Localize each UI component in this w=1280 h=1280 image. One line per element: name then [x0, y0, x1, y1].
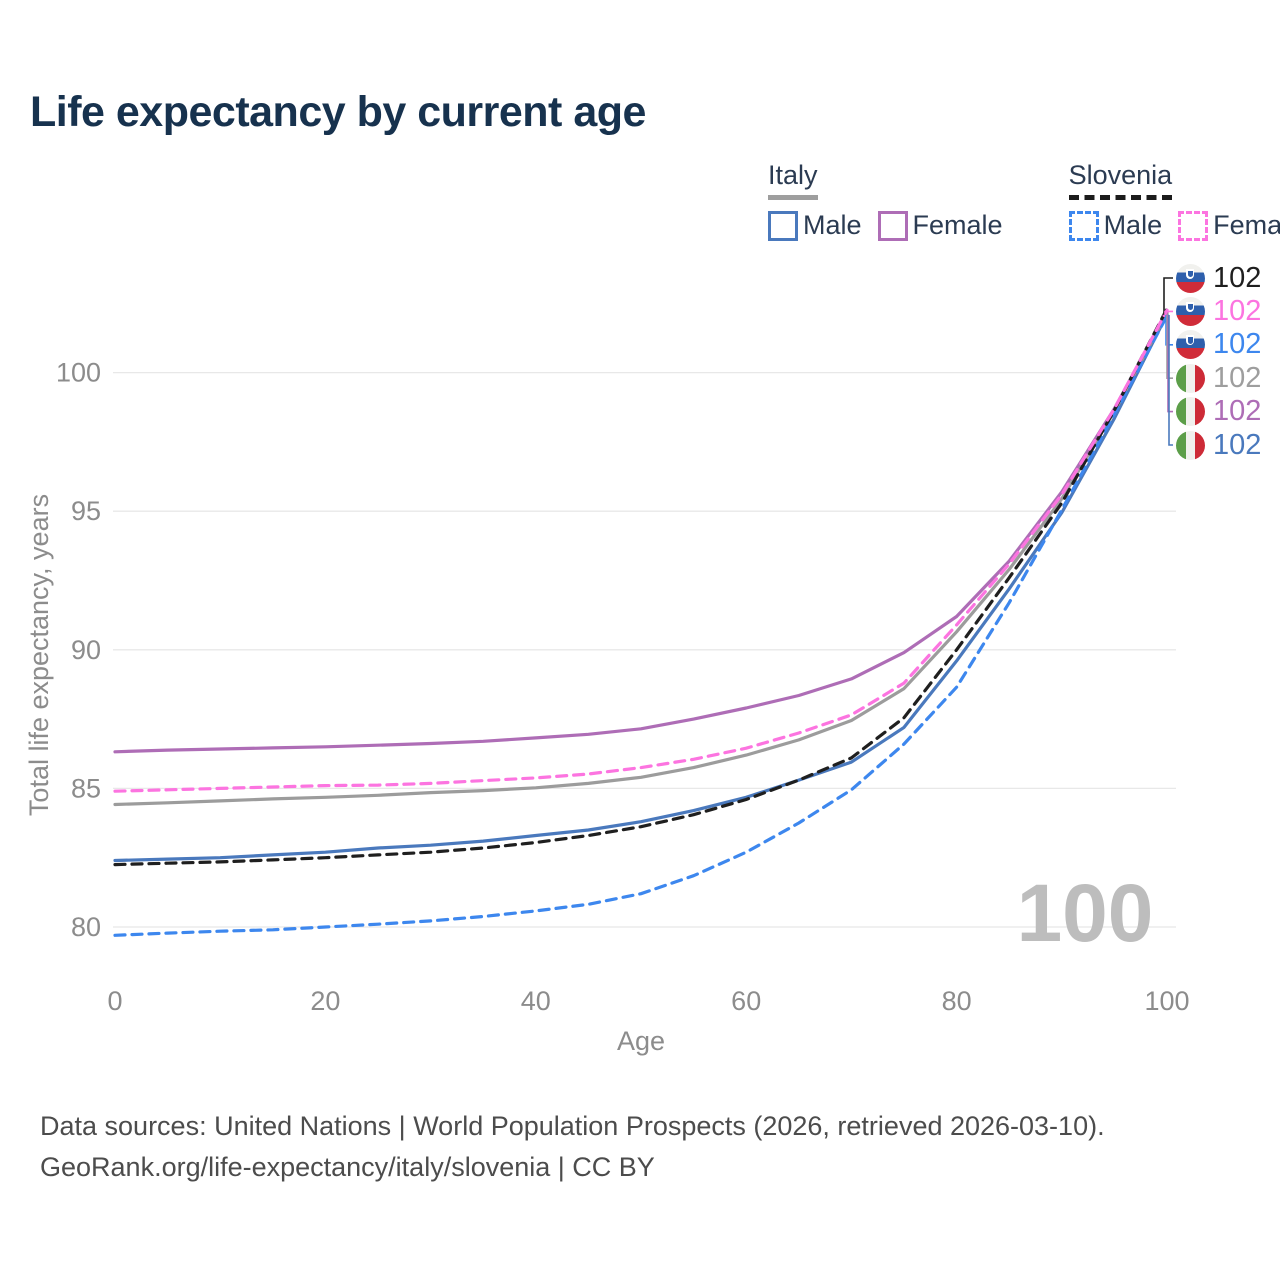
age-watermark: 100 — [1017, 868, 1154, 959]
y-axis-title: Total life expectancy, years — [24, 494, 54, 816]
page-title: Life expectancy by current age — [30, 88, 646, 136]
legend-header-italy[interactable]: Italy — [768, 160, 818, 200]
label-connector — [1164, 310, 1173, 315]
x-tick-label: 60 — [731, 986, 761, 1016]
end-label-italy: 102 — [1176, 361, 1262, 394]
legend-item-slovenia-female[interactable]: Female — [1178, 210, 1280, 241]
y-tick-label: 90 — [71, 635, 101, 665]
slovenia-male-swatch-icon — [1068, 210, 1099, 241]
label-connector — [1165, 315, 1173, 346]
slovenia-female-swatch-icon — [1178, 210, 1209, 241]
y-tick-label: 100 — [56, 358, 101, 388]
italy-flag-icon — [1176, 397, 1205, 427]
y-tick-label: 95 — [71, 496, 101, 526]
source-footer: Data sources: United Nations | World Pop… — [40, 1106, 1105, 1188]
end-value: 102 — [1213, 294, 1262, 327]
label-connector — [1167, 315, 1173, 413]
end-label-italy-male: 102 — [1176, 428, 1262, 461]
slovenia-flag-icon — [1176, 330, 1205, 360]
legend-item-label: Female — [1213, 210, 1280, 240]
series-line-slovenia-male — [113, 314, 1169, 937]
x-tick-label: 80 — [942, 986, 972, 1016]
label-connector — [1166, 315, 1173, 379]
legend-item-label: Male — [1103, 210, 1163, 240]
legend-item-label: Female — [912, 210, 1003, 240]
italy-flag-icon — [1176, 363, 1205, 393]
series-line-italy-female — [113, 310, 1169, 754]
label-connector — [1163, 277, 1173, 315]
legend-items-italy: Male Female — [768, 210, 1003, 241]
flag-shield — [1186, 301, 1194, 312]
x-tick-label: 40 — [521, 986, 551, 1016]
italy-male-swatch-icon — [768, 210, 798, 241]
end-value: 102 — [1213, 328, 1262, 361]
end-value: 102 — [1213, 428, 1262, 461]
end-value: 102 — [1213, 395, 1262, 428]
series-line-italy — [113, 311, 1169, 807]
legend-items-slovenia: Male Female — [1068, 210, 1280, 241]
series-line-slovenia — [113, 307, 1169, 867]
flag-shield — [1186, 335, 1194, 346]
label-connector — [1168, 315, 1173, 446]
x-axis-title: Age — [617, 1026, 665, 1056]
series-line-slovenia-female — [113, 308, 1169, 793]
legend-item-slovenia-male[interactable]: Male — [1068, 210, 1163, 241]
legend-item-italy-male[interactable]: Male — [768, 210, 862, 241]
end-label-slovenia: 102 — [1176, 261, 1262, 294]
flag-shield — [1186, 268, 1194, 279]
end-value: 102 — [1213, 361, 1262, 394]
slovenia-flag-icon — [1176, 263, 1205, 293]
end-label-italy-female: 102 — [1176, 395, 1262, 428]
legend-group-slovenia: Slovenia Male Female — [1068, 160, 1280, 241]
end-label-slovenia-male: 102 — [1176, 328, 1262, 361]
series-line-italy-male — [113, 312, 1169, 863]
attribution-line: GeoRank.org/life-expectancy/italy/sloven… — [40, 1152, 655, 1182]
end-value: 102 — [1213, 261, 1262, 294]
x-tick-label: 0 — [107, 986, 122, 1016]
x-tick-label: 20 — [310, 986, 340, 1016]
legend-header-slovenia[interactable]: Slovenia — [1068, 160, 1173, 200]
y-tick-label: 85 — [71, 773, 101, 803]
italy-female-swatch-icon — [877, 210, 908, 241]
legend-group-italy: Italy Male Female — [768, 160, 1003, 241]
legend-item-label: Male — [803, 210, 862, 240]
slovenia-flag-icon — [1176, 296, 1205, 326]
italy-flag-icon — [1176, 430, 1205, 460]
legend-item-italy-female[interactable]: Female — [877, 210, 1003, 241]
data-sources-line: Data sources: United Nations | World Pop… — [40, 1111, 1105, 1141]
y-tick-label: 80 — [71, 912, 101, 942]
chart-legend: Italy Male Female Slovenia Male — [768, 160, 1280, 241]
end-label-slovenia-female: 102 — [1176, 294, 1262, 327]
x-tick-label: 100 — [1144, 986, 1189, 1016]
